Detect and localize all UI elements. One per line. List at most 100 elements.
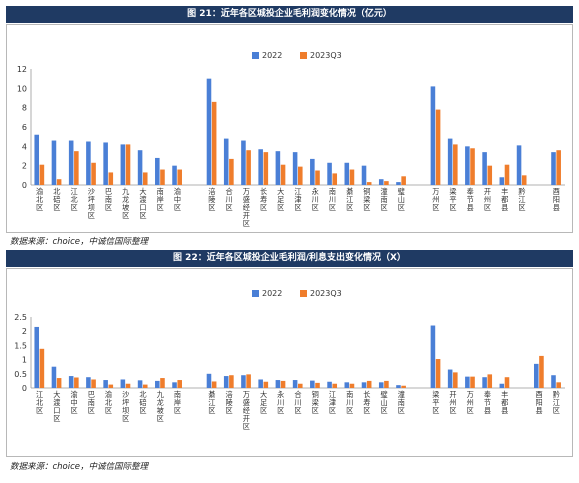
x-tick-label-24: 开州区 [484, 187, 491, 212]
bar-2023Q3-4 [108, 384, 114, 388]
x-tick-label-17: 南川区 [346, 390, 353, 415]
x-tick-label-21: 万州区 [432, 187, 439, 212]
bar-2022-11 [241, 140, 246, 185]
bar-2022-4 [103, 142, 108, 185]
bar-2023Q3-5 [125, 383, 131, 388]
bar-2022-2 [68, 140, 74, 185]
legend-swatch-2023Q3 [300, 290, 307, 297]
bar-2023Q3-19 [384, 380, 389, 388]
x-tick-label-4: 渝北区 [105, 390, 112, 415]
figure-21-frame: 2022 2023Q3 0 2 4 6 8 10 12 渝北区 北碚区 江北区 沙坪坝区 巴南区 九龙坡区 大… [6, 24, 573, 233]
bar-2022-20 [396, 385, 401, 388]
x-tick-label-1: 大渡口区 [53, 390, 60, 423]
bar-2023Q3-12 [263, 381, 269, 388]
bar-2022-15 [310, 380, 315, 388]
bar-2022-26 [533, 363, 539, 388]
x-tick-label-13: 大足区 [277, 187, 284, 212]
x-tick-label-3: 巴南区 [88, 390, 95, 415]
x-tick-label-14: 江津区 [294, 187, 301, 212]
bar-2023Q3-7 [160, 169, 165, 185]
x-tick-label-22: 开州区 [449, 390, 456, 415]
y-tick-label-3: 6 [22, 123, 27, 132]
bar-2023Q3-21 [435, 109, 441, 185]
bar-2023Q3-22 [453, 372, 458, 388]
x-tick-label-17: 綦江区 [346, 187, 353, 212]
bar-2022-21 [430, 325, 436, 388]
x-tick-label-7: 南岸区 [157, 187, 164, 212]
bar-2022-16 [327, 381, 332, 388]
y-tick-label-1: 0.5 [14, 370, 27, 379]
legend-label-2023Q3: 2023Q3 [310, 51, 342, 60]
bar-2022-19 [378, 382, 384, 388]
y-tick-label-1: 2 [22, 162, 27, 171]
legend-swatch-2022 [252, 290, 259, 297]
bar-2023Q3-27 [556, 150, 561, 185]
bar-2022-16 [327, 162, 332, 185]
bar-2023Q3-11 [246, 374, 251, 388]
bar-2023Q3-9 [211, 381, 217, 388]
bar-2022-9 [206, 373, 212, 388]
bar-2022-24 [482, 377, 487, 388]
bar-2022-26 [516, 145, 522, 185]
bar-2023Q3-7 [160, 378, 165, 388]
bar-2023Q3-6 [142, 384, 148, 388]
x-tick-label-19: 潼南区 [381, 187, 388, 212]
x-tick-label-12: 大足区 [260, 390, 267, 415]
bar-2022-9 [206, 78, 212, 185]
x-tick-label-5: 沙坪坝区 [122, 390, 129, 423]
bar-2022-14 [292, 380, 298, 388]
x-tick-label-8: 渝中区 [174, 187, 181, 212]
y-tick-label-5: 10 [17, 84, 27, 93]
bar-2023Q3-8 [177, 380, 182, 388]
x-tick-label-26: 酉阳县 [536, 390, 543, 415]
bar-2023Q3-5 [125, 144, 131, 185]
figure-21-source: 数据来源：choice，中诚信国际整理 [10, 237, 149, 247]
legend-label-2022: 2022 [262, 51, 282, 60]
bar-2023Q3-22 [453, 144, 458, 185]
bar-2023Q3-13 [280, 380, 286, 388]
bar-2023Q3-25 [504, 377, 510, 388]
x-tick-label-23: 万州区 [467, 390, 474, 415]
x-tick-label-19: 璧山区 [381, 390, 388, 415]
bar-2023Q3-3 [91, 379, 96, 388]
x-tick-label-6: 大渡口区 [139, 187, 146, 220]
bar-2022-12 [258, 149, 263, 185]
bar-2022-0 [34, 326, 40, 388]
bar-2023Q3-18 [366, 182, 372, 185]
x-tick-label-2: 渝中区 [70, 390, 77, 415]
bar-2023Q3-26 [521, 175, 527, 185]
x-tick-label-10: 合川区 [225, 187, 232, 212]
bar-2023Q3-1 [56, 378, 62, 388]
x-tick-label-26: 黔江区 [518, 187, 525, 212]
bar-2022-24 [482, 152, 487, 185]
x-tick-label-9: 綦江区 [208, 390, 215, 415]
bar-2022-17 [344, 382, 350, 388]
y-tick-label-6: 12 [17, 65, 27, 74]
bar-2022-13 [275, 151, 281, 185]
x-tick-label-11: 万盛经开区 [243, 390, 250, 431]
bar-2023Q3-17 [349, 383, 355, 388]
bar-2022-19 [378, 179, 384, 185]
y-tick-label-3: 1.5 [14, 341, 27, 350]
bar-2023Q3-0 [39, 348, 45, 388]
bar-2023Q3-0 [39, 164, 45, 185]
bar-2022-2 [68, 376, 74, 388]
bar-2023Q3-12 [263, 152, 269, 185]
bar-2022-17 [344, 162, 350, 185]
x-tick-label-27: 酉阳县 [553, 187, 560, 212]
bar-2023Q3-20 [401, 385, 406, 388]
y-tick-label-0: 0 [22, 384, 27, 393]
x-tick-label-16: 南川区 [329, 187, 336, 212]
x-tick-label-2: 江北区 [70, 187, 77, 212]
x-tick-label-1: 北碚区 [53, 187, 60, 212]
figure-21-chart: 2022 2023Q3 0 2 4 6 8 10 12 渝北区 北碚区 江北区 沙坪坝区 巴南区 九龙坡区 大… [17, 51, 565, 228]
y-tick-label-4: 8 [22, 104, 27, 113]
bar-2023Q3-25 [504, 164, 510, 185]
bar-2023Q3-14 [298, 383, 303, 388]
x-tick-label-15: 永川区 [312, 187, 319, 212]
bar-2023Q3-23 [470, 376, 475, 388]
x-tick-label-3: 沙坪坝区 [88, 187, 95, 220]
bar-2022-8 [172, 165, 177, 185]
bar-2023Q3-24 [487, 374, 493, 388]
bar-2022-27 [551, 152, 556, 185]
